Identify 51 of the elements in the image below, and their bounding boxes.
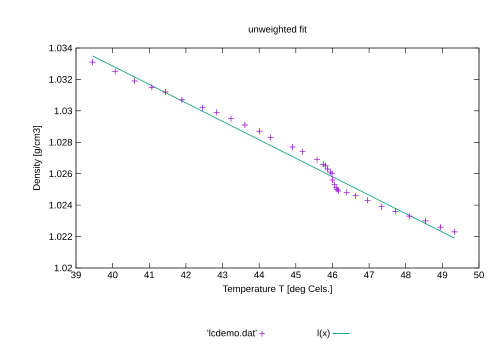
x-tick-label: 39 (71, 272, 81, 278)
point (378, 203, 385, 210)
y-tick-label: 1.02 (54, 264, 72, 272)
point (451, 228, 458, 236)
point (422, 217, 429, 224)
point (314, 156, 320, 163)
y-tick-label: 1.024 (49, 202, 72, 208)
x-tick-label: 45 (290, 272, 301, 278)
x-tick-label: 46 (327, 272, 338, 278)
point (406, 212, 413, 220)
point (343, 189, 350, 196)
point (112, 68, 119, 75)
legend-label: l(x) (318, 329, 330, 338)
point (267, 134, 274, 141)
point (89, 58, 96, 66)
y-tick-label: 1.03 (54, 107, 72, 114)
point (352, 192, 359, 200)
y-tick-label: 1.022 (49, 233, 72, 240)
x-tick-label: 49 (437, 272, 448, 278)
y-tick-label: 1.026 (49, 170, 72, 178)
x-tick-label: 44 (254, 272, 264, 278)
point (256, 128, 263, 135)
point (242, 122, 248, 128)
x-tick-label: 43 (217, 272, 228, 278)
chart-title: unweighted fit (248, 26, 307, 34)
point (364, 197, 371, 204)
y-tick-label: 1.032 (49, 76, 72, 83)
point (162, 88, 169, 96)
x-tick-label: 50 (474, 272, 484, 278)
point (322, 162, 329, 170)
point (131, 78, 138, 84)
y-tick-label: 1.028 (49, 138, 72, 146)
y-tick-label: 1.034 (49, 44, 72, 52)
x-tick-label: 48 (400, 272, 411, 278)
point (289, 144, 296, 150)
point (437, 224, 444, 230)
x-tick-label: 41 (144, 272, 154, 278)
point (178, 96, 186, 104)
x-axis-title: Temperature T [deg Cels.] (222, 285, 332, 294)
legend-label: 'lcdemo.dat' (207, 329, 257, 336)
point (392, 208, 399, 215)
x-tick-label: 40 (108, 272, 118, 278)
point (213, 109, 220, 116)
point (299, 148, 306, 156)
x-tick-label: 47 (364, 272, 374, 278)
x-tick-label: 42 (180, 272, 191, 278)
point (326, 168, 334, 176)
point (199, 104, 206, 112)
y-axis-title: Density [g/cm3] (32, 126, 42, 190)
point (228, 115, 234, 122)
point (148, 84, 156, 91)
